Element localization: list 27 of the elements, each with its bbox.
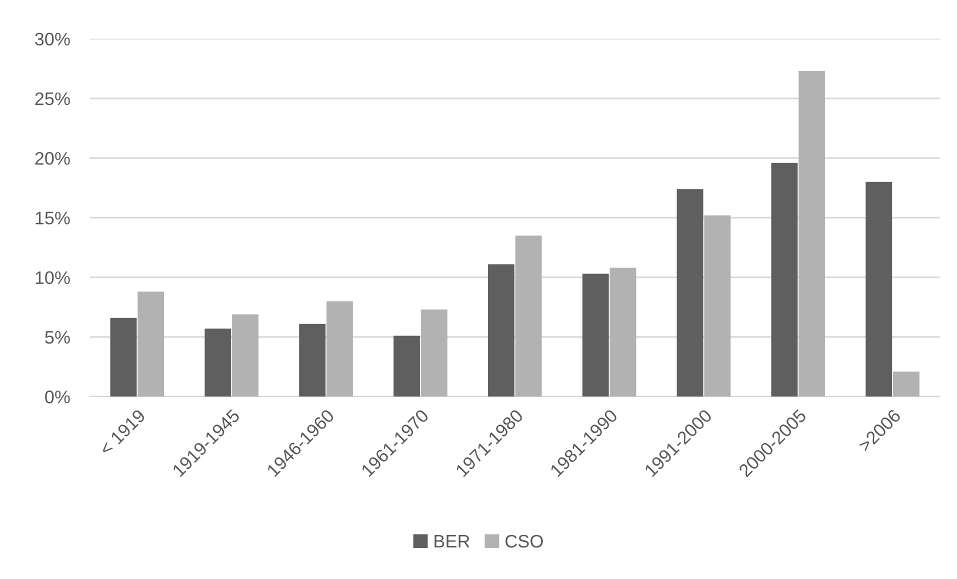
bar bbox=[704, 215, 731, 397]
bar bbox=[299, 324, 326, 397]
bar bbox=[515, 236, 542, 397]
bar bbox=[771, 162, 798, 397]
y-tick-label: 5% bbox=[45, 330, 70, 344]
y-tick-label: 20% bbox=[35, 152, 70, 165]
bar bbox=[893, 372, 920, 397]
bar bbox=[110, 318, 137, 397]
y-tick-label: 15% bbox=[36, 212, 70, 224]
bar bbox=[326, 301, 353, 397]
y-tick-label: 10% bbox=[36, 271, 70, 284]
bar bbox=[204, 328, 232, 397]
bar bbox=[798, 70, 826, 397]
bar bbox=[676, 189, 704, 397]
bar bbox=[232, 314, 259, 397]
legend-label: CSO bbox=[506, 534, 543, 548]
legend-label: BER bbox=[434, 535, 470, 548]
bar bbox=[582, 274, 609, 397]
bar bbox=[610, 268, 636, 397]
bar bbox=[420, 310, 448, 397]
bar bbox=[488, 264, 514, 397]
y-tick-label: 25% bbox=[35, 92, 70, 106]
bar bbox=[866, 182, 892, 397]
bar bbox=[138, 292, 164, 397]
bar bbox=[394, 336, 420, 397]
y-tick-label: 30% bbox=[35, 32, 70, 46]
y-tick-label: 0% bbox=[45, 390, 70, 404]
